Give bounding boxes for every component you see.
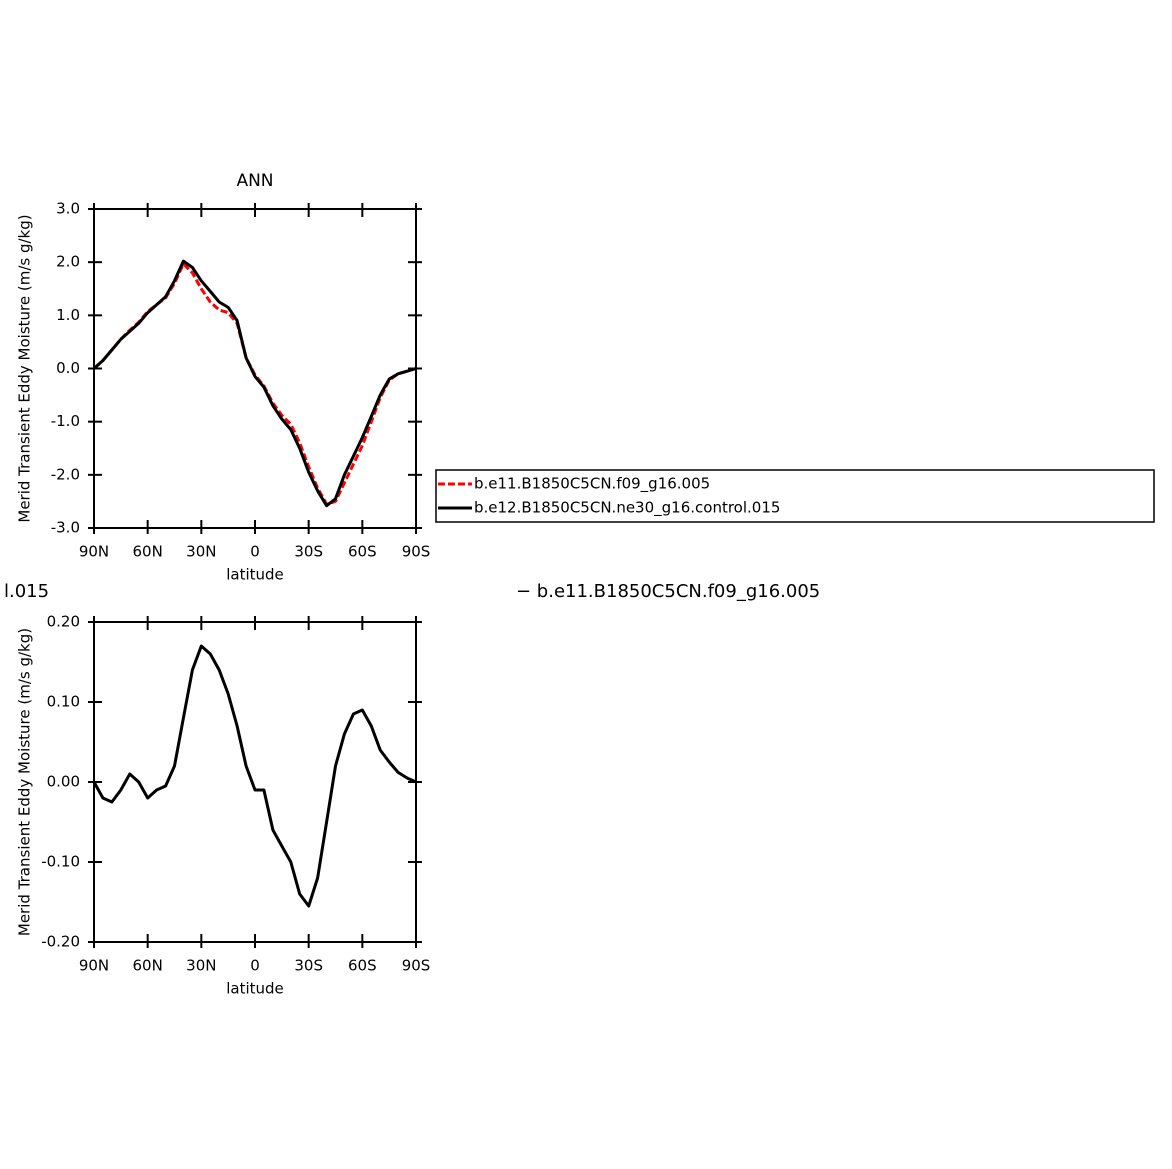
x-tick-label: 90S (402, 543, 431, 561)
x-tick-label: 90S (402, 957, 431, 975)
y-tick-label: 0.00 (47, 773, 80, 791)
x-tick-label: 30S (294, 543, 323, 561)
plot-frame (93, 208, 417, 529)
y-tick-label: -0.10 (41, 853, 80, 871)
series-line (92, 644, 417, 908)
x-tick-label: 30N (186, 957, 216, 975)
legend-label: b.e12.B1850C5CN.ne30_g16.control.015 (474, 499, 780, 518)
y-tick-label: -0.20 (41, 933, 80, 951)
y-tick-label: -1.0 (51, 412, 80, 430)
y-tick-label: -3.0 (51, 519, 80, 537)
chart-title-left: l.015 (4, 581, 49, 602)
y-axis-label: Merid Transient Eddy Moisture (m/s g/kg) (16, 628, 34, 936)
x-tick-label: 0 (250, 543, 260, 561)
x-tick-label: 90N (79, 543, 109, 561)
series-line (92, 259, 417, 508)
x-tick-label: 30S (294, 957, 323, 975)
legend-label: b.e11.B1850C5CN.f09_g16.005 (474, 475, 710, 494)
series-line (92, 262, 417, 506)
x-tick-label: 0 (250, 957, 260, 975)
x-tick-label: 90N (79, 957, 109, 975)
x-tick-label: 60S (348, 543, 377, 561)
plot-frame (93, 621, 417, 943)
y-tick-label: 0.10 (47, 693, 80, 711)
y-tick-label: 0.0 (56, 359, 80, 377)
y-tick-label: 3.0 (56, 200, 80, 218)
y-tick-label: 2.0 (56, 253, 80, 271)
chart-title-right: − b.e11.B1850C5CN.f09_g16.005 (516, 581, 820, 602)
y-axis-label: Merid Transient Eddy Moisture (m/s g/kg) (16, 214, 34, 522)
x-tick-label: 30N (186, 543, 216, 561)
x-axis-label: latitude (226, 566, 284, 584)
y-tick-label: 1.0 (56, 306, 80, 324)
x-tick-label: 60S (348, 957, 377, 975)
x-tick-label: 60N (133, 957, 163, 975)
legend-box (435, 469, 1155, 523)
x-axis-label: latitude (226, 980, 284, 998)
y-tick-label: 0.20 (47, 613, 80, 631)
x-tick-label: 60N (133, 543, 163, 561)
y-tick-label: -2.0 (51, 465, 80, 483)
chart-title: ANN (236, 171, 273, 191)
